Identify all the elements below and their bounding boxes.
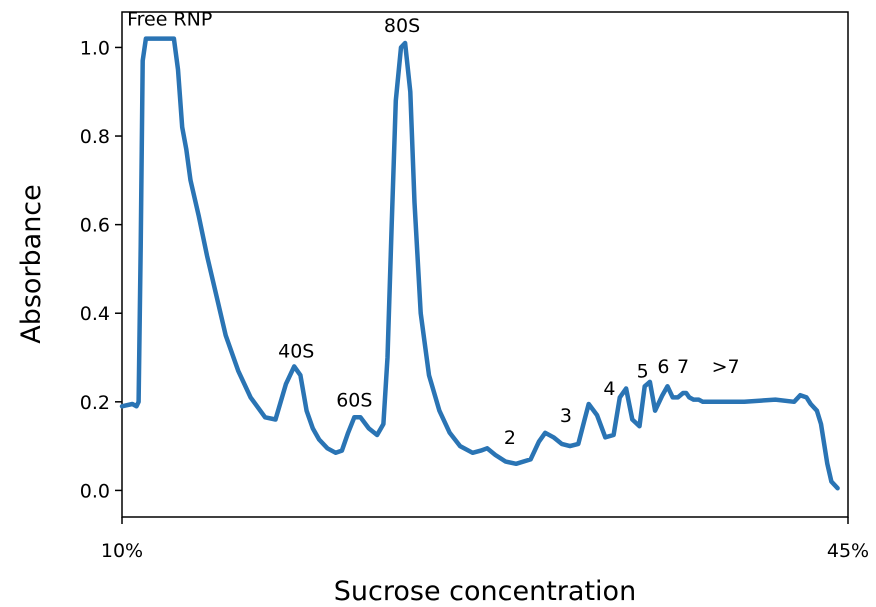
peak-label: 7 (677, 356, 689, 378)
peak-annotations: Free RNP 40S 60S 80S 2 3 45 6 7 >7 (127, 8, 740, 449)
y-tick-label: 0.6 (80, 215, 110, 237)
y-tick-label: 0.2 (80, 392, 110, 414)
y-axis-ticks: 0.0 0.2 0.4 0.6 0.8 1.0 (80, 37, 122, 502)
y-axis-title: Absorbance (16, 184, 47, 344)
peak-label: 5 (637, 360, 649, 382)
x-tick-label: 10% (101, 540, 143, 562)
x-tick-label: 45% (827, 540, 869, 562)
peak-label: 80S (384, 15, 420, 37)
peak-label: 6 (657, 356, 669, 378)
x-axis-title: Sucrose concentration (334, 576, 636, 607)
y-tick-label: 0.0 (80, 480, 110, 502)
y-tick-label: 0.8 (80, 126, 110, 148)
peak-label: 4 (603, 378, 615, 400)
peak-label: 3 (560, 405, 572, 427)
peak-label: >7 (712, 356, 740, 378)
peak-label: 60S (336, 389, 372, 411)
x-axis-ticks: 10% 45% (101, 517, 869, 562)
peak-label: Free RNP (127, 8, 212, 30)
peak-label: 40S (278, 341, 314, 363)
data-series-group (119, 36, 840, 491)
series-line-0 (119, 36, 840, 491)
peak-label: 2 (504, 427, 516, 449)
y-tick-label: 1.0 (80, 37, 110, 59)
plot-frame (121, 11, 849, 518)
y-tick-label: 0.4 (80, 303, 110, 325)
